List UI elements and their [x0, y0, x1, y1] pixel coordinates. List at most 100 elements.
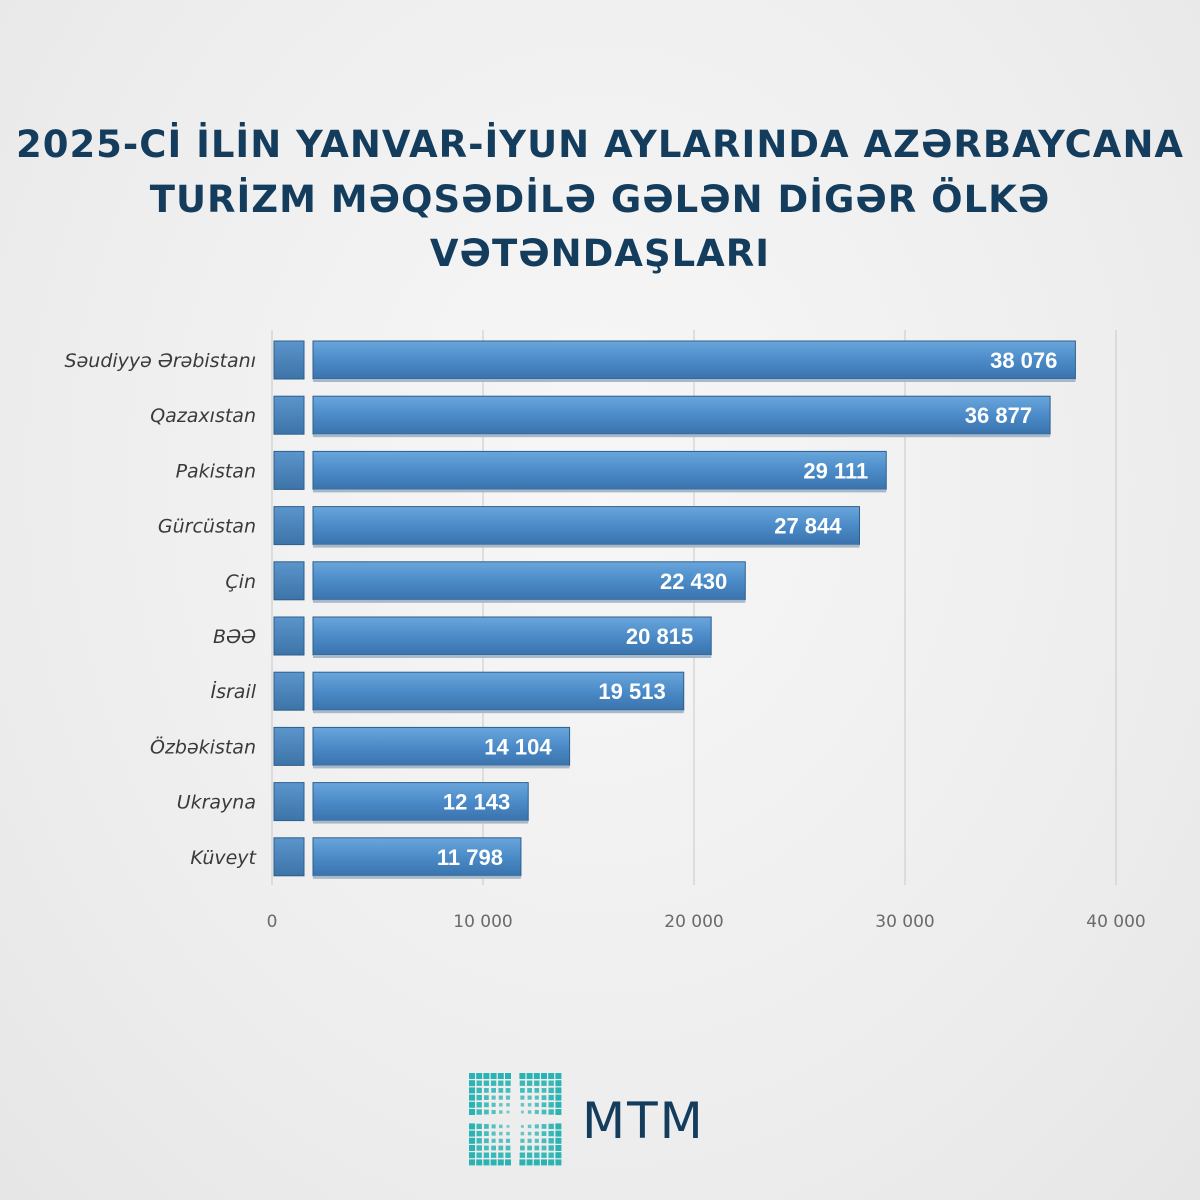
logo-dot: [555, 1130, 562, 1137]
logo-dot: [469, 1080, 475, 1087]
logo-dot: [484, 1124, 489, 1129]
bar-stub: [273, 837, 305, 877]
logo-dot: [469, 1137, 475, 1144]
logo-dot: [469, 1145, 475, 1151]
x-tick-label: 0: [267, 912, 278, 932]
logo-dot: [484, 1145, 489, 1151]
bar: [312, 616, 712, 656]
bar: [312, 450, 887, 490]
bar-shadow: [313, 655, 712, 658]
category-label: Qazaxıstan: [150, 405, 256, 427]
logo-dot: [555, 1137, 562, 1144]
logo-dot: [469, 1130, 475, 1137]
logo-dot: [541, 1095, 547, 1100]
logo-dot: [476, 1152, 482, 1158]
bar-shadow: [313, 544, 860, 548]
logo-dot: [519, 1073, 526, 1079]
logo-dot: [499, 1124, 503, 1129]
logo-dot: [498, 1095, 503, 1100]
category-labels: Səudiyyə Ərəbistanı Qazaxıstan Pakistan Gür…: [65, 350, 258, 869]
x-tick-label: 40 000: [1086, 912, 1145, 932]
bar-stub: [273, 561, 305, 601]
logo-dot: [548, 1159, 555, 1166]
logo-dot: [541, 1159, 547, 1166]
logo-dot: [491, 1095, 496, 1100]
logo-dot: [533, 1073, 540, 1079]
logo-dot: [541, 1145, 547, 1151]
logo-dot: [548, 1145, 554, 1151]
logo-dot: [499, 1131, 503, 1136]
bar: [312, 671, 685, 711]
logo-dot: [476, 1109, 482, 1115]
logo-dot: [499, 1110, 503, 1114]
logo-dot: [541, 1152, 547, 1158]
logo-dot: [548, 1094, 554, 1101]
bars: 38 076 36 877 29 111 27 844 22 430 20 815 19 5…: [273, 340, 1076, 879]
logo-dot: [541, 1102, 547, 1108]
logo-dot: [491, 1102, 496, 1107]
logo-dot: [534, 1080, 540, 1086]
logo-dot: [534, 1138, 539, 1143]
logo-dot: [484, 1088, 489, 1093]
logo-dot: [506, 1124, 510, 1128]
logo-dot: [555, 1109, 562, 1115]
logo-dot: [490, 1080, 497, 1086]
bar-value-label: 14 104: [484, 734, 552, 759]
logo-dot: [490, 1152, 497, 1158]
logo-dot: [469, 1087, 475, 1094]
logo-dot: [476, 1145, 482, 1151]
logo-dot: [555, 1094, 562, 1101]
x-tick-label: 10 000: [453, 912, 512, 932]
logo-dot: [526, 1073, 533, 1079]
logo-dot: [548, 1102, 554, 1108]
logo-dot: [490, 1159, 497, 1166]
logo-dot: [476, 1094, 482, 1101]
category-label: Küveyt: [190, 847, 257, 869]
chart-title-line-1: 2025-Cİ İLİN YANVAR-İYUN AYLARINDA AZƏRB…: [15, 123, 1185, 166]
logo-dot: [469, 1159, 475, 1166]
logo-dot: [476, 1102, 482, 1108]
logo-dot: [534, 1124, 539, 1129]
category-label: İsrail: [210, 680, 256, 703]
logo-dot: [483, 1159, 490, 1166]
logo-dot: [469, 1109, 475, 1115]
logo-dot: [505, 1152, 511, 1158]
logo-dot: [555, 1087, 562, 1094]
logo-dot: [476, 1159, 483, 1166]
logo-dot: [483, 1073, 490, 1079]
logo-dot: [497, 1073, 504, 1079]
logo-dot: [548, 1073, 555, 1079]
logo-dot: [469, 1073, 475, 1079]
logo-dot: [548, 1152, 554, 1158]
logo-dot: [527, 1110, 532, 1114]
logo-dot: [548, 1080, 554, 1086]
logo-dot: [499, 1103, 503, 1107]
logo-dot: [505, 1138, 511, 1143]
logo-dot: [491, 1131, 496, 1136]
logo-dot: [548, 1130, 554, 1137]
logo-dot: [498, 1088, 504, 1093]
logo-dot: [469, 1094, 475, 1101]
logo-dot: [527, 1103, 532, 1107]
logo-dot: [548, 1138, 554, 1144]
logo-dot: [555, 1159, 562, 1166]
bar-value-label: 20 815: [626, 624, 693, 649]
logo-dot: [541, 1088, 547, 1093]
category-label: Çin: [225, 571, 256, 593]
brand-name: MTM: [582, 1092, 705, 1150]
logo-dot: [520, 1124, 524, 1128]
logo-dot: [520, 1095, 525, 1100]
mtm-logo-icon: [469, 1073, 562, 1166]
bar-stub: [273, 671, 305, 711]
bar-stub: [273, 616, 305, 656]
logo-dot: [484, 1095, 489, 1100]
bar-stub: [273, 340, 305, 380]
logo-dot: [483, 1152, 490, 1158]
logo-dot: [520, 1131, 525, 1136]
logo-dot: [527, 1095, 532, 1100]
bar: [312, 506, 861, 546]
bar-stub: [273, 395, 305, 435]
logo-dot: [505, 1159, 511, 1166]
logo-dot: [548, 1087, 554, 1094]
logo-dot: [491, 1124, 496, 1129]
